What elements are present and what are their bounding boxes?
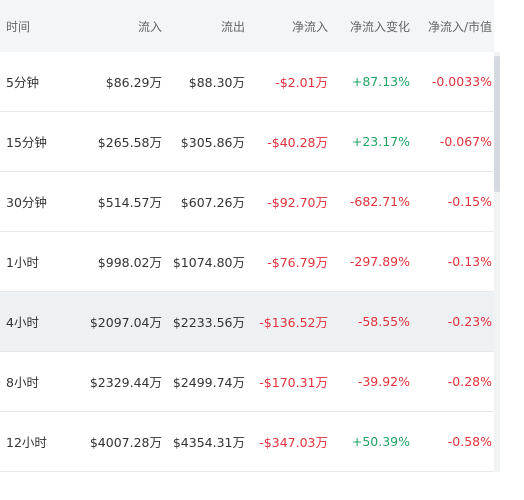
table-row[interactable]: 5分钟 $86.29万 $88.30万 -$2.01万 +87.13% -0.0033%: [0, 52, 494, 112]
value-cell: $607.26万: [180, 195, 245, 210]
value-cell: $88.30万: [188, 75, 245, 90]
value-cell: $265.58万: [97, 135, 162, 150]
header-cell: 流出: [220, 19, 245, 34]
value-cell: $2329.44万: [89, 375, 162, 390]
scrollbar-track: [494, 52, 500, 472]
table-row[interactable]: 15分钟 $265.58万 $305.86万 -$40.28万 +23.17% -0.06…: [0, 112, 494, 172]
period-cell: 4小时: [6, 315, 39, 330]
value-cell: -0.28%: [447, 374, 492, 389]
value-cell: +50.39%: [351, 434, 410, 449]
value-cell: -0.13%: [447, 254, 492, 269]
value-cell: $86.29万: [105, 75, 162, 90]
header-cell: 时间: [6, 19, 31, 34]
header-cell: 净流入变化: [349, 19, 410, 34]
value-cell: -$40.28万: [267, 135, 328, 150]
value-cell: -$136.52万: [259, 315, 328, 330]
value-cell: -0.23%: [447, 314, 492, 329]
value-cell: $2097.04万: [89, 315, 162, 330]
scrollbar-thumb[interactable]: [494, 56, 500, 192]
flow-table: 时间 流入 流出 净流入 净流入变化 净流入/市值 5分钟 $86.29万 $88.30万 -$2…: [0, 0, 494, 472]
value-cell: +87.13%: [351, 74, 410, 89]
table-row[interactable]: 30分钟 $514.57万 $607.26万 -$92.70万 -682.71% -0.1…: [0, 172, 494, 232]
period-cell: 30分钟: [6, 195, 47, 210]
period-cell: 12小时: [6, 435, 47, 450]
value-cell: -0.067%: [439, 134, 492, 149]
header-cell: 流入: [137, 19, 162, 34]
value-cell: $1074.80万: [172, 255, 245, 270]
value-cell: $4354.31万: [172, 435, 245, 450]
table-header: 时间 流入 流出 净流入 净流入变化 净流入/市值: [0, 0, 494, 52]
table-row[interactable]: 4小时 $2097.04万 $2233.56万 -$136.52万 -58.55% -0.…: [0, 292, 494, 352]
value-cell: -$76.79万: [267, 255, 328, 270]
value-cell: +23.17%: [351, 134, 410, 149]
value-cell: $4007.28万: [89, 435, 162, 450]
value-cell: $2233.56万: [172, 315, 245, 330]
value-cell: -39.92%: [357, 374, 410, 389]
value-cell: -$92.70万: [267, 195, 328, 210]
value-cell: $514.57万: [97, 195, 162, 210]
value-cell: $305.86万: [180, 135, 245, 150]
table-row[interactable]: 1小时 $998.02万 $1074.80万 -$76.79万 -297.89% -0.1…: [0, 232, 494, 292]
header-cell: 净流入/市值: [427, 19, 492, 34]
value-cell: -$347.03万: [259, 435, 328, 450]
value-cell: -682.71%: [349, 194, 410, 209]
value-cell: $998.02万: [97, 255, 162, 270]
value-cell: -58.55%: [357, 314, 410, 329]
period-cell: 1小时: [6, 255, 39, 270]
value-cell: -$2.01万: [275, 75, 328, 90]
value-cell: -0.15%: [447, 194, 492, 209]
period-cell: 15分钟: [6, 135, 47, 150]
value-cell: -297.89%: [349, 254, 410, 269]
value-cell: $2499.74万: [172, 375, 245, 390]
value-cell: -0.58%: [447, 434, 492, 449]
period-cell: 5分钟: [6, 75, 39, 90]
table-row[interactable]: 12小时 $4007.28万 $4354.31万 -$347.03万 +50.39% -0…: [0, 412, 494, 472]
value-cell: -0.0033%: [431, 74, 492, 89]
header-cell: 净流入: [291, 19, 328, 34]
table-row[interactable]: 8小时 $2329.44万 $2499.74万 -$170.31万 -39.92% -0.…: [0, 352, 494, 412]
period-cell: 8小时: [6, 375, 39, 390]
value-cell: -$170.31万: [259, 375, 328, 390]
